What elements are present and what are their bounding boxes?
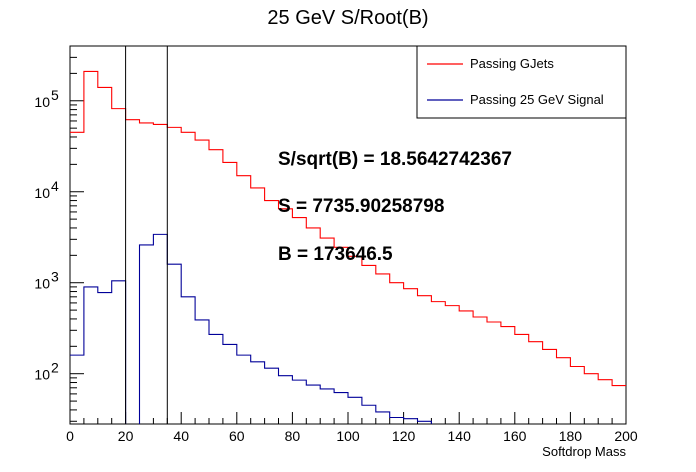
- y-tick-exponent: 3: [51, 269, 59, 285]
- y-tick-exponent: 2: [51, 360, 59, 376]
- x-tick-label: 100: [336, 428, 360, 444]
- legend-entry-gjets: Passing GJets: [470, 56, 554, 71]
- y-tick-label: 10: [34, 185, 50, 201]
- x-axis: 0 20 40 60 80 100 120 140 160 180 200: [66, 412, 638, 444]
- x-tick-label: 200: [614, 428, 638, 444]
- y-tick-label: 10: [34, 94, 50, 110]
- x-tick-label: 60: [229, 428, 245, 444]
- x-tick-label: 20: [118, 428, 134, 444]
- x-tick-label: 0: [66, 428, 74, 444]
- series-line-gjets: [70, 70, 626, 387]
- legend-entry-signal: Passing 25 GeV Signal: [470, 92, 604, 107]
- x-tick-label: 80: [285, 428, 301, 444]
- y-tick-label: 10: [34, 367, 50, 383]
- annotation-s: S = 7735.90258798: [278, 196, 444, 217]
- legend: Passing GJets Passing 25 GeV Signal: [416, 45, 627, 119]
- x-tick-label: 180: [559, 428, 583, 444]
- x-tick-label: 140: [448, 428, 472, 444]
- x-axis-label: Softdrop Mass: [542, 444, 626, 459]
- x-tick-label: 160: [503, 428, 527, 444]
- chart-title: 25 GeV S/Root(B): [267, 7, 428, 29]
- cut-lines: [125, 46, 168, 424]
- annotation-s-over-sqrt-b: S/sqrt(B) = 18.5642742367: [278, 149, 512, 170]
- annotation-b: B = 173646.5: [278, 244, 393, 265]
- series-line-signal: [70, 233, 432, 424]
- y-tick-label: 10: [34, 276, 50, 292]
- x-tick-label: 120: [392, 428, 416, 444]
- x-tick-label: 40: [173, 428, 189, 444]
- y-tick-exponent: 5: [51, 87, 59, 103]
- y-tick-exponent: 4: [51, 178, 59, 194]
- legend-box: [416, 45, 627, 119]
